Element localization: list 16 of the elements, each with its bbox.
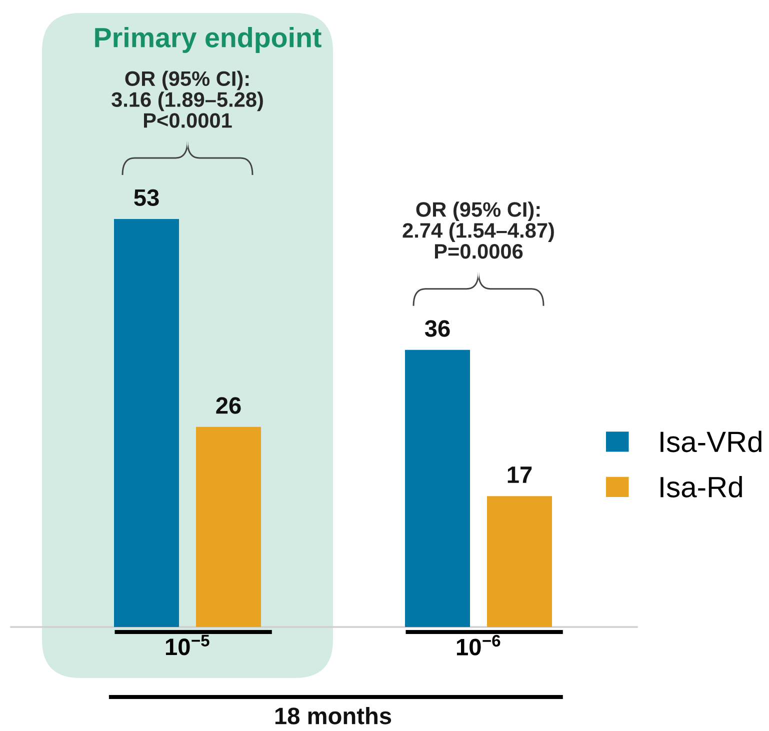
text: OR (95% CI): 3.16 (1.89–5.28) P<0.0001 (112, 70, 263, 128)
bar (405, 350, 470, 627)
data-label: 26 (216, 397, 241, 414)
data-label: 36 (424, 320, 450, 337)
band-label: Primary endpoint (95, 27, 322, 53)
annotation: OR (95% CI): 2.74 (1.54–4.87) P=0.0006 (402, 202, 554, 259)
bar (114, 219, 179, 627)
bar (487, 496, 552, 627)
x-axis-title: 18 months (275, 707, 392, 724)
data-label: 53 (134, 189, 159, 206)
x-tick-label: 10$^{−6}$ (456, 634, 500, 656)
x-tick-label: 10$^{−5}$ (166, 634, 210, 656)
data-label: 17 (508, 466, 532, 483)
legend-label: Isa-VRd (660, 430, 762, 452)
legend-label: Isa-Rd (660, 476, 742, 498)
bar (196, 426, 261, 627)
